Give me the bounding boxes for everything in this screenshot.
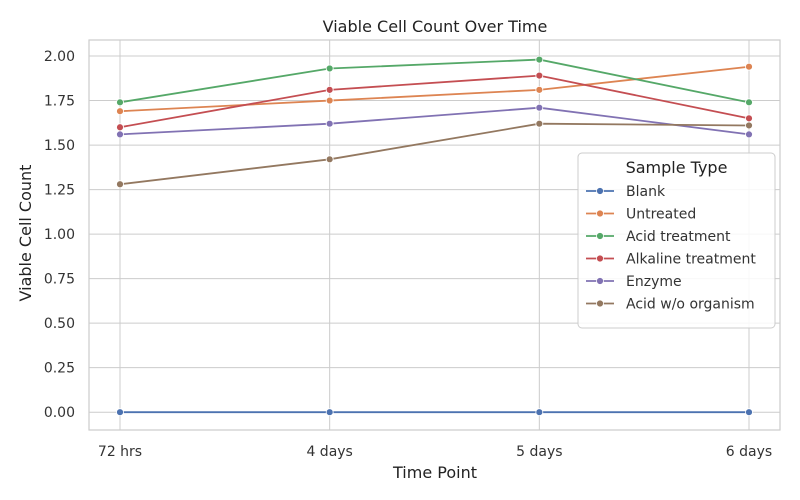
series-line xyxy=(119,122,750,186)
legend-swatch-marker xyxy=(596,232,604,240)
legend-item: Alkaline treatment xyxy=(586,252,756,268)
data-point xyxy=(116,107,124,116)
data-point xyxy=(325,408,334,417)
data-point xyxy=(325,96,334,105)
legend-label: Blank xyxy=(626,184,666,200)
series-blank xyxy=(116,408,753,417)
legend-item: Acid treatment xyxy=(586,229,731,245)
series-group xyxy=(116,55,753,417)
series-acid-treatment xyxy=(116,55,753,107)
y-tick-label: 0.25 xyxy=(44,361,75,377)
y-axis-title: Viable Cell Count xyxy=(16,165,35,302)
legend: Sample Type Blank Untreated Acid treatment A… xyxy=(577,152,776,329)
legend-swatch-marker xyxy=(596,299,604,308)
data-point xyxy=(116,408,124,417)
data-point xyxy=(116,98,124,107)
data-point xyxy=(535,408,544,417)
legend-item: Enzyme xyxy=(586,274,682,290)
data-point xyxy=(325,119,334,128)
data-point xyxy=(116,123,124,132)
series-acid-w-o-organism xyxy=(116,119,753,189)
y-tick-label: 0.75 xyxy=(44,272,75,288)
x-tick-label: 6 days xyxy=(726,444,772,460)
data-point xyxy=(745,130,753,139)
legend-swatch-marker xyxy=(596,209,604,218)
data-point xyxy=(325,85,334,94)
y-tick-label: 0.00 xyxy=(44,405,75,421)
data-point xyxy=(745,121,753,130)
legend-label: Alkaline treatment xyxy=(626,252,756,268)
legend-box xyxy=(577,152,776,329)
legend-item: Untreated xyxy=(586,207,696,223)
plot-frame xyxy=(88,39,781,431)
x-tick-label: 4 days xyxy=(306,444,352,460)
legend-label: Acid w/o organism xyxy=(626,297,755,313)
legend-swatch-marker xyxy=(596,277,604,285)
y-tick-label: 1.25 xyxy=(44,183,75,199)
data-point xyxy=(745,62,753,71)
legend-item: Acid w/o organism xyxy=(586,297,755,313)
x-tick-label: 5 days xyxy=(516,444,562,460)
series-untreated xyxy=(116,62,753,116)
data-point xyxy=(745,114,753,123)
data-point xyxy=(535,85,544,94)
x-tick-label: 72 hrs xyxy=(98,444,142,460)
data-point xyxy=(116,130,124,139)
data-point xyxy=(325,155,334,164)
series-line xyxy=(119,106,750,136)
y-tick-label: 2.00 xyxy=(44,49,75,65)
data-point xyxy=(116,180,124,189)
axes: 0.00 0.25 0.50 0.75 1.00 1.25 1.50 1.75 2.00 72 h… xyxy=(44,39,781,460)
legend-label: Enzyme xyxy=(626,274,682,290)
legend-label: Untreated xyxy=(626,207,696,223)
series-alkaline-treatment xyxy=(116,71,753,132)
y-tick-label: 1.50 xyxy=(44,138,75,154)
data-point xyxy=(535,71,544,80)
data-point xyxy=(535,55,544,64)
data-point xyxy=(745,98,753,107)
legend-label: Acid treatment xyxy=(626,229,731,245)
chart-title: Viable Cell Count Over Time xyxy=(323,17,548,36)
y-tick-label: 1.75 xyxy=(44,94,75,110)
data-point xyxy=(535,103,544,112)
series-line xyxy=(119,65,750,113)
data-point xyxy=(745,408,753,417)
y-tick-label: 0.50 xyxy=(44,316,75,332)
legend-item: Blank xyxy=(586,184,666,200)
data-point xyxy=(535,119,544,128)
data-point xyxy=(325,64,334,73)
legend-title: Sample Type xyxy=(626,158,728,177)
y-tick-label: 1.00 xyxy=(44,227,75,243)
legend-swatch-marker xyxy=(596,254,604,263)
series-line xyxy=(119,58,750,104)
x-axis-title: Time Point xyxy=(392,463,477,482)
series-line xyxy=(119,74,750,129)
series-enzyme xyxy=(116,103,753,139)
legend-swatch-marker xyxy=(596,187,604,195)
